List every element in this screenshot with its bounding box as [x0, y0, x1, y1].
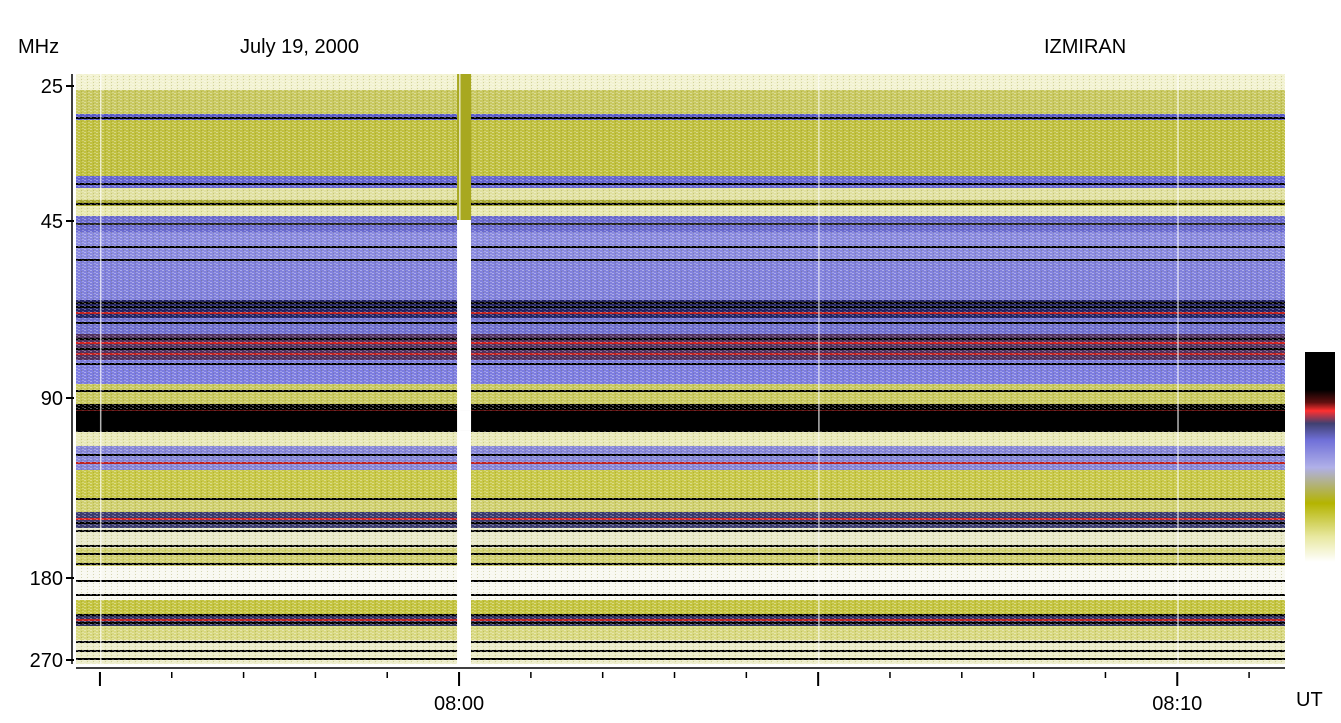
x-tick-label: 08:00: [434, 693, 484, 715]
colorbar-gradient: [1305, 352, 1335, 562]
y-tick-label: 25: [41, 76, 63, 98]
observation-date: July 19, 2000: [240, 36, 359, 58]
x-tick-label: 08:10: [1152, 693, 1202, 715]
y-axis-unit-label: MHz: [18, 36, 60, 58]
y-tick-label: 90: [41, 388, 63, 410]
spectrum-area: [76, 74, 1285, 664]
observatory-name: IZMIRAN: [1044, 36, 1127, 58]
time-marker-line: [99, 74, 102, 664]
y-tick-label: 270: [30, 650, 63, 672]
x-axis-label: UT: [1296, 689, 1323, 711]
time-marker-line: [818, 74, 820, 664]
colorbar: [1305, 352, 1335, 562]
axes: 08:00 08:10 25 45 90 180 270: [30, 74, 1285, 715]
strong-band: [76, 410, 1285, 431]
y-tick-label: 180: [30, 568, 63, 590]
y-tick-label: 45: [41, 211, 63, 233]
time-marker-line: [1177, 74, 1179, 664]
time-marker-line: [459, 74, 461, 664]
spectrum-texture: [76, 74, 1285, 664]
